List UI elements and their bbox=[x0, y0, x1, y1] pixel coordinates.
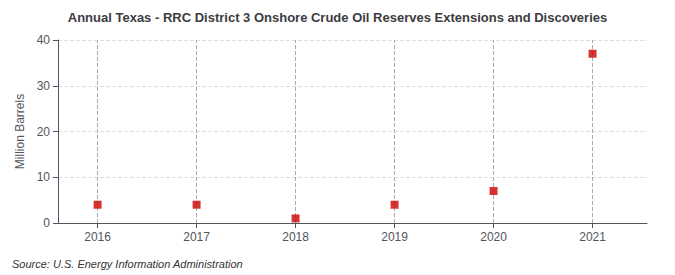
svg-text:2021: 2021 bbox=[579, 230, 606, 244]
svg-text:30: 30 bbox=[37, 79, 51, 93]
svg-text:2019: 2019 bbox=[381, 230, 408, 244]
svg-text:Source: U.S. Energy Informatio: Source: U.S. Energy Information Administ… bbox=[12, 258, 243, 270]
svg-text:10: 10 bbox=[37, 170, 51, 184]
svg-text:20: 20 bbox=[37, 125, 51, 139]
svg-text:40: 40 bbox=[37, 33, 51, 47]
svg-text:0: 0 bbox=[43, 216, 50, 230]
svg-text:Million Barrels: Million Barrels bbox=[13, 94, 27, 169]
svg-text:Annual Texas - RRC District 3: Annual Texas - RRC District 3 Onshore Cr… bbox=[68, 10, 607, 25]
svg-text:2020: 2020 bbox=[480, 230, 507, 244]
svg-text:2017: 2017 bbox=[183, 230, 210, 244]
svg-text:2018: 2018 bbox=[282, 230, 309, 244]
svg-text:2016: 2016 bbox=[84, 230, 111, 244]
